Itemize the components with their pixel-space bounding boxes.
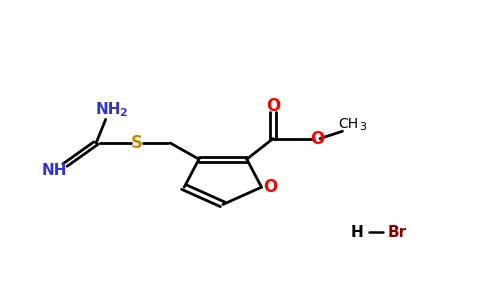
Text: NH: NH xyxy=(42,164,67,178)
Text: H: H xyxy=(350,225,363,240)
Text: S: S xyxy=(131,134,143,152)
Text: O: O xyxy=(266,97,280,115)
Text: 3: 3 xyxy=(359,122,366,132)
Text: O: O xyxy=(310,130,325,148)
Text: NH: NH xyxy=(95,102,121,117)
Text: Br: Br xyxy=(388,225,407,240)
Text: O: O xyxy=(263,178,277,196)
Text: 2: 2 xyxy=(120,108,127,118)
Text: CH: CH xyxy=(339,117,359,131)
